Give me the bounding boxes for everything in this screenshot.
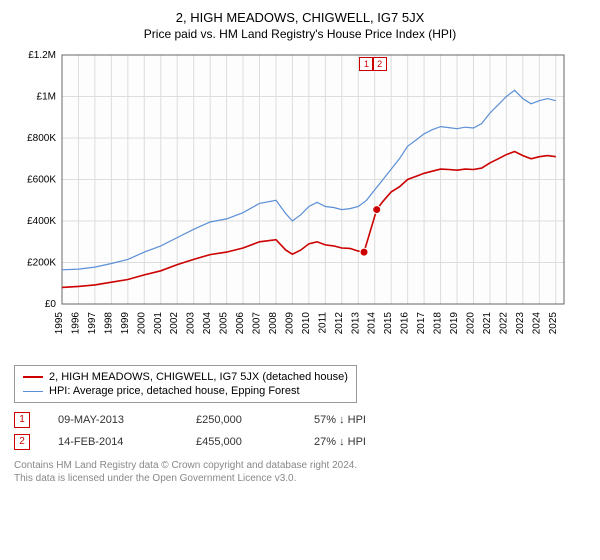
sales-table: 1 09-MAY-2013 £250,000 57% ↓ HPI 2 14-FEB-201… xyxy=(14,409,586,453)
legend-swatch xyxy=(23,391,43,392)
legend-box: 2, HIGH MEADOWS, CHIGWELL, IG7 5JX (deta… xyxy=(14,365,357,403)
sale-date: 09-MAY-2013 xyxy=(58,414,168,426)
sale-price: £455,000 xyxy=(196,436,286,448)
sale-row: 2 14-FEB-2014 £455,000 27% ↓ HPI xyxy=(14,431,586,453)
sale-marker-icon: 2 xyxy=(14,434,30,450)
footer-line-2: This data is licensed under the Open Gov… xyxy=(14,472,586,485)
legend-label: 2, HIGH MEADOWS, CHIGWELL, IG7 5JX (deta… xyxy=(49,371,348,383)
sale-row: 1 09-MAY-2013 £250,000 57% ↓ HPI xyxy=(14,409,586,431)
legend-swatch xyxy=(23,376,43,378)
chart-area: £0£200K£400K£600K£800K£1M£1.2M1995199619… xyxy=(14,49,586,359)
sale-hpi-diff: 27% ↓ HPI xyxy=(314,436,404,448)
sale-hpi-diff: 57% ↓ HPI xyxy=(314,414,404,426)
sale-price: £250,000 xyxy=(196,414,286,426)
legend-label: HPI: Average price, detached house, Eppi… xyxy=(49,385,300,397)
sale-date: 14-FEB-2014 xyxy=(58,436,168,448)
legend-item: 2, HIGH MEADOWS, CHIGWELL, IG7 5JX (deta… xyxy=(23,370,348,384)
chart-container: 2, HIGH MEADOWS, CHIGWELL, IG7 5JX Price… xyxy=(0,0,600,495)
sale-callouts: 12 xyxy=(14,49,574,359)
footer-line-1: Contains HM Land Registry data © Crown c… xyxy=(14,459,586,472)
sale-marker-icon: 1 xyxy=(14,412,30,428)
sale-callout-1: 1 xyxy=(359,57,373,71)
chart-subtitle: Price paid vs. HM Land Registry's House … xyxy=(14,27,586,41)
legend-item: HPI: Average price, detached house, Eppi… xyxy=(23,384,348,398)
chart-title: 2, HIGH MEADOWS, CHIGWELL, IG7 5JX xyxy=(14,10,586,25)
footer-attribution: Contains HM Land Registry data © Crown c… xyxy=(14,459,586,485)
sale-callout-2: 2 xyxy=(373,57,387,71)
